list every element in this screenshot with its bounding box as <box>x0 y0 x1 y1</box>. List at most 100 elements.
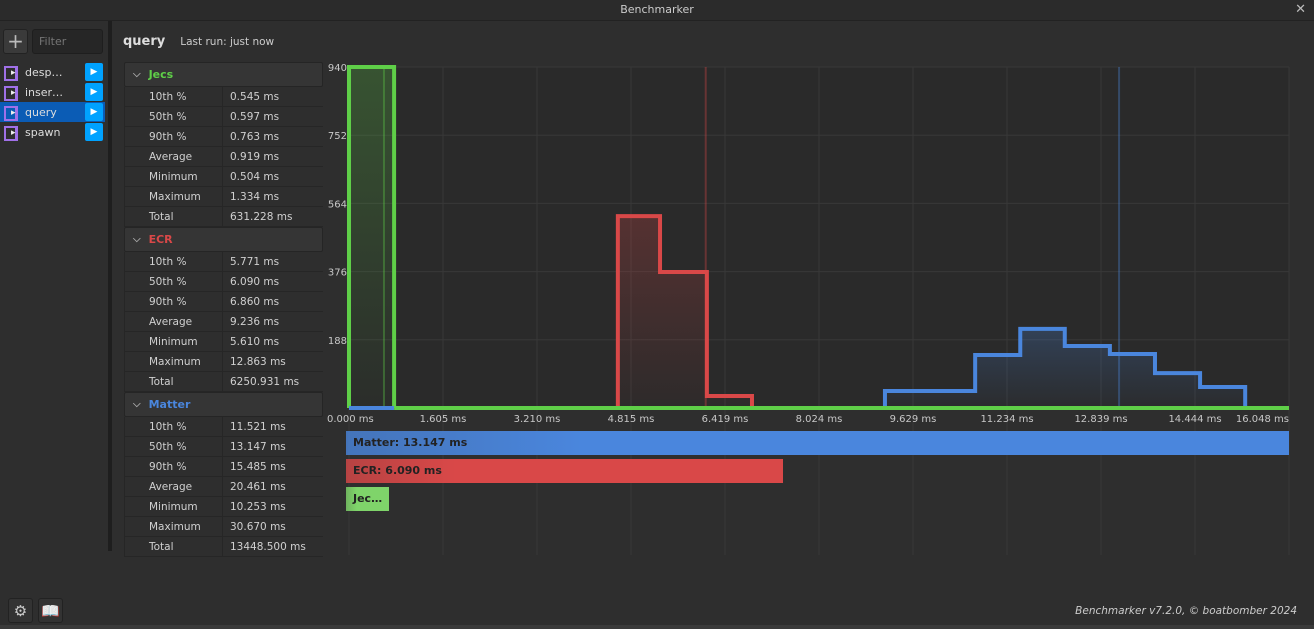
close-icon[interactable]: ✕ <box>1295 2 1306 17</box>
stat-value: 20.461 ms <box>230 481 286 493</box>
stat-label: 10th % <box>124 87 223 106</box>
y-tick-label: 188 <box>328 336 347 347</box>
stat-row: Minimum 0.504 ms <box>124 167 323 187</box>
section-header-jecs[interactable]: ⌵ Jecs <box>124 62 323 87</box>
x-tick-label: 9.629 ms <box>890 414 937 425</box>
stat-value: 12.863 ms <box>230 356 286 368</box>
play-icon[interactable]: ▶ <box>85 63 103 81</box>
x-tick-label: 4.815 ms <box>608 414 655 425</box>
stat-value: 0.919 ms <box>230 151 280 163</box>
median-bar: Matter: 13.147 ms <box>346 431 1289 455</box>
stat-label: Total <box>124 207 223 226</box>
stats-panel: ⌵ Jecs 10th % 0.545 ms 50th % 0.597 ms 90th % 0… <box>124 62 323 557</box>
stat-row: 10th % 5.771 ms <box>124 252 323 272</box>
stat-row: Total 6250.931 ms <box>124 372 323 392</box>
stat-row: Average 20.461 ms <box>124 477 323 497</box>
median-bar: ECR: 6.090 ms <box>346 459 783 483</box>
stat-label: 90th % <box>124 127 223 146</box>
stat-label: 50th % <box>124 437 223 456</box>
sidebar-scrollbar[interactable] <box>108 21 112 551</box>
sidebar-item-2[interactable]: query ▶ <box>0 102 105 122</box>
stat-value: 13.147 ms <box>230 441 286 453</box>
stat-value: 11.521 ms <box>230 421 286 433</box>
stat-label: Maximum <box>124 187 223 206</box>
histogram-line-ecr <box>615 214 754 408</box>
play-icon[interactable]: ▶ <box>85 103 103 121</box>
x-tick-label: 3.210 ms <box>514 414 561 425</box>
chevron-down-icon[interactable]: ⌵ <box>133 399 141 410</box>
stat-row: 50th % 6.090 ms <box>124 272 323 292</box>
chevron-down-icon[interactable]: ⌵ <box>133 234 141 245</box>
stat-value: 6.090 ms <box>230 276 280 288</box>
stat-row: 10th % 0.545 ms <box>124 87 323 107</box>
stat-label: 90th % <box>124 292 223 311</box>
sidebar-item-0[interactable]: desp… ▶ <box>0 62 105 82</box>
stat-value: 10.253 ms <box>230 501 286 513</box>
sidebar-item-label: inser… <box>25 85 64 99</box>
stat-label: 50th % <box>124 272 223 291</box>
stat-row: 50th % 13.147 ms <box>124 437 323 457</box>
stat-label: Minimum <box>124 167 223 186</box>
stat-value: 6.860 ms <box>230 296 280 308</box>
x-tick-label: 8.024 ms <box>796 414 843 425</box>
sidebar-item-1[interactable]: inser… ▶ <box>0 82 105 102</box>
stat-label: Minimum <box>124 497 223 516</box>
last-run-status: Last run: just now <box>180 36 275 48</box>
stat-label: Minimum <box>124 332 223 351</box>
credit-text: Benchmarker v7.2.0, © boatbomber 2024 <box>1075 605 1297 617</box>
y-tick-label: 564 <box>328 199 347 210</box>
stat-value: 0.763 ms <box>230 131 280 143</box>
window-title: Benchmarker <box>620 3 694 16</box>
stat-row: 90th % 6.860 ms <box>124 292 323 312</box>
x-tick-label: 1.605 ms <box>420 414 467 425</box>
benchmark-header: query Last run: just now <box>123 34 274 49</box>
stat-row: Total 631.228 ms <box>124 207 323 227</box>
stat-value: 0.545 ms <box>230 91 280 103</box>
stat-value: 6250.931 ms <box>230 376 300 388</box>
sidebar: + desp… ▶ inser… ▶ query ▶ spawn ▶ <box>0 21 108 601</box>
sidebar-item-3[interactable]: spawn ▶ <box>0 122 105 142</box>
title-bar: Benchmarker ✕ <box>0 0 1314 21</box>
x-tick-label: 16.048 ms <box>1236 414 1289 425</box>
section-header-matter[interactable]: ⌵ Matter <box>124 392 323 417</box>
stat-label: Total <box>124 537 223 556</box>
gear-icon[interactable]: ⚙ <box>8 598 33 623</box>
x-tick-label: 0.000 ms <box>327 414 374 425</box>
section-title: ECR <box>148 233 173 246</box>
stat-value: 15.485 ms <box>230 461 286 473</box>
stat-row: 90th % 15.485 ms <box>124 457 323 477</box>
play-icon[interactable]: ▶ <box>85 123 103 141</box>
benchmark-title: query <box>123 34 166 49</box>
sidebar-item-label: query <box>25 105 57 119</box>
stat-value: 13448.500 ms <box>230 541 306 553</box>
stat-value: 631.228 ms <box>230 211 293 223</box>
stat-row: 10th % 11.521 ms <box>124 417 323 437</box>
stat-label: 10th % <box>124 417 223 436</box>
stat-value: 1.334 ms <box>230 191 280 203</box>
stat-label: 50th % <box>124 107 223 126</box>
stat-label: Average <box>124 477 223 496</box>
stat-label: Average <box>124 312 223 331</box>
stat-row: 50th % 0.597 ms <box>124 107 323 127</box>
play-icon[interactable]: ▶ <box>85 83 103 101</box>
bottom-edge <box>0 625 1314 629</box>
stat-label: Maximum <box>124 352 223 371</box>
section-header-ecr[interactable]: ⌵ ECR <box>124 227 323 252</box>
stat-value: 0.597 ms <box>230 111 280 123</box>
stat-label: Total <box>124 372 223 391</box>
stat-row: Maximum 1.334 ms <box>124 187 323 207</box>
stat-row: Maximum 30.670 ms <box>124 517 323 537</box>
stat-row: Maximum 12.863 ms <box>124 352 323 372</box>
filter-input[interactable] <box>32 29 103 54</box>
x-tick-label: 14.444 ms <box>1168 414 1221 425</box>
chevron-down-icon[interactable]: ⌵ <box>133 69 141 80</box>
add-benchmark-button[interactable]: + <box>3 29 28 54</box>
script-icon <box>4 125 18 141</box>
y-tick-label: 940 <box>328 63 347 74</box>
book-icon[interactable]: 📖 <box>38 598 63 623</box>
x-tick-label: 11.234 ms <box>980 414 1033 425</box>
y-tick-label: 752 <box>328 131 347 142</box>
section-title: Jecs <box>148 68 174 81</box>
stat-value: 30.670 ms <box>230 521 286 533</box>
stat-label: 90th % <box>124 457 223 476</box>
